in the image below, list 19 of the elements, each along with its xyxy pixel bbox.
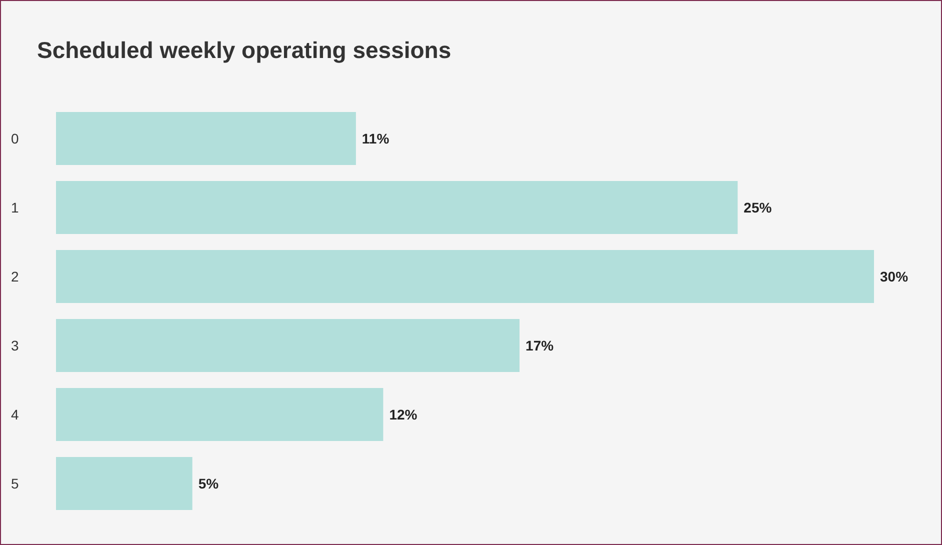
bar <box>56 457 192 510</box>
y-tick-label: 3 <box>11 337 19 354</box>
data-label: 5% <box>198 475 220 492</box>
bar <box>56 250 874 303</box>
bar <box>56 388 384 441</box>
data-label: 12% <box>389 406 418 422</box>
data-label: 11% <box>362 130 390 146</box>
data-label: 25% <box>744 199 772 216</box>
chart-title: Scheduled weekly operating sessions <box>37 37 452 64</box>
data-label: 30% <box>880 268 909 284</box>
data-label: 17% <box>526 337 554 354</box>
y-tick-label: 2 <box>11 268 19 284</box>
y-tick-label: 4 <box>11 406 19 422</box>
bar <box>56 112 356 165</box>
y-tick-label: 0 <box>11 130 19 146</box>
y-tick-label: 1 <box>11 199 19 216</box>
bar <box>56 319 520 372</box>
bar <box>56 181 738 234</box>
y-tick-label: 5 <box>11 475 19 492</box>
